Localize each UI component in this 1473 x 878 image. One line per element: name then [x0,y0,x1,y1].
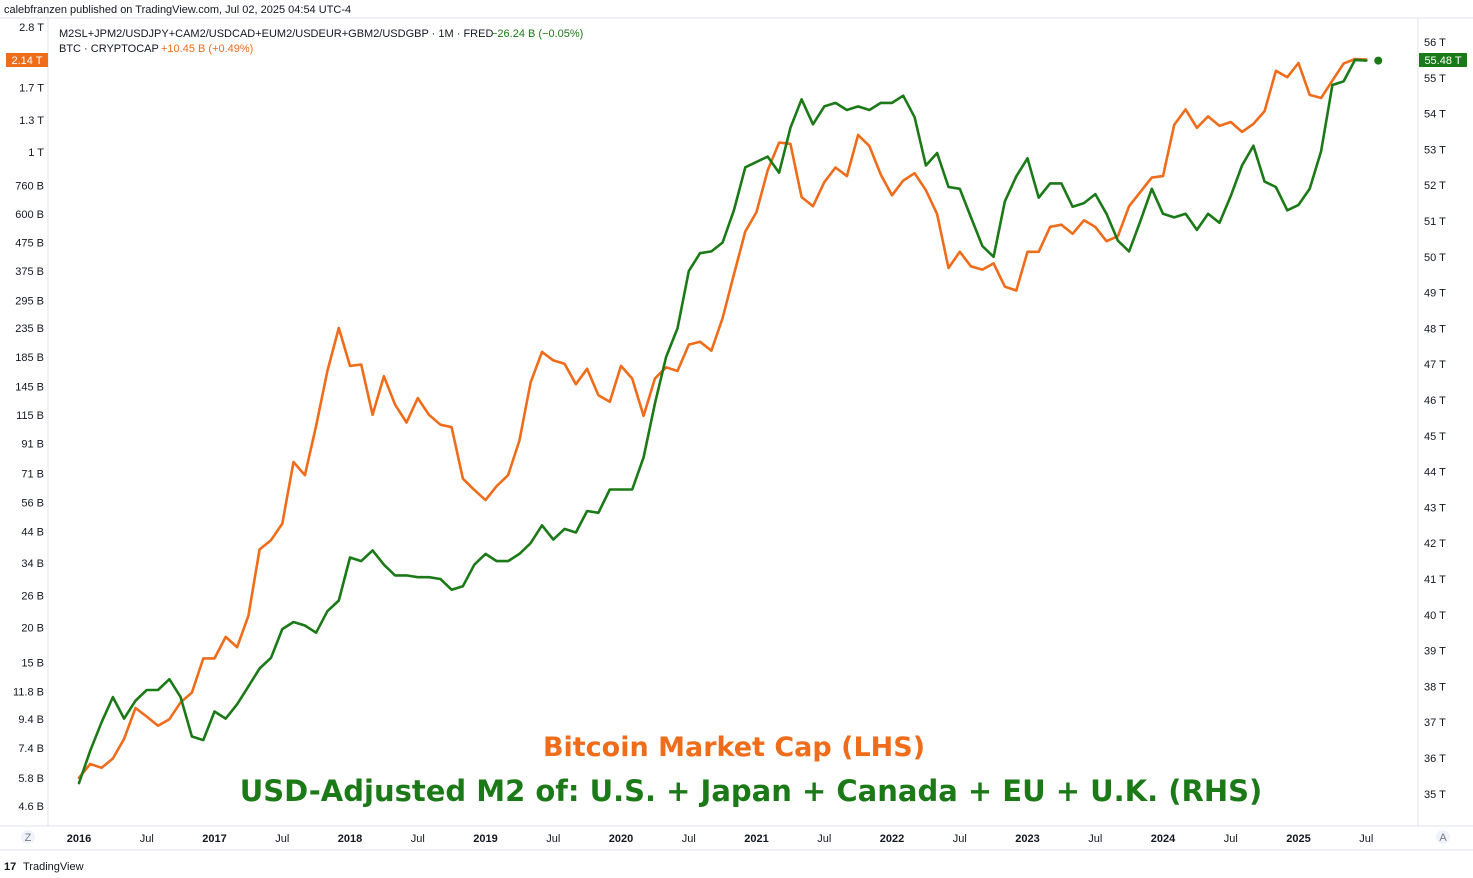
publish-line: calebfranzen published on TradingView.co… [4,4,351,16]
time-tick-label: Jul [275,833,289,845]
left-tick-label: 475 B [15,237,44,249]
right-tick-label: 56 T [1424,37,1446,49]
left-tick-label: 145 B [15,382,44,394]
auto-scale-button-label[interactable]: A [1439,832,1447,844]
btc-last-value-label: 2.14 T [12,55,43,67]
right-tick-label: 47 T [1424,359,1446,371]
time-tick-label: 2020 [609,833,633,845]
right-tick-label: 50 T [1424,252,1446,264]
right-tick-label: 40 T [1424,610,1446,622]
right-tick-label: 49 T [1424,288,1446,300]
right-tick-label: 39 T [1424,646,1446,658]
time-tick-label: Jul [817,833,831,845]
time-tick-label: Jul [546,833,560,845]
m2-series-line [77,58,1368,785]
time-tick-label: 2024 [1151,833,1176,845]
left-tick-label: 7.4 B [18,743,44,755]
m2-last-value-badge [1419,53,1467,67]
z-button[interactable] [21,830,35,844]
right-tick-label: 52 T [1424,180,1446,192]
time-tick-label: 2021 [744,833,768,845]
m2-last-point-marker [1374,56,1383,65]
left-tick-label: 600 B [15,209,44,221]
right-tick-label: 54 T [1424,109,1446,121]
left-tick-label: 1.3 T [19,115,44,127]
right-tick-label: 45 T [1424,431,1446,443]
time-tick-label: Jul [411,833,425,845]
left-tick-label: 295 B [15,295,44,307]
left-tick-label: 1.7 T [19,83,44,95]
time-tick-label: Jul [953,833,967,845]
left-tick-label: 235 B [15,323,44,335]
left-tick-label: 4.6 B [18,801,44,813]
right-tick-label: 53 T [1424,144,1446,156]
left-tick-label: 20 B [21,622,44,634]
right-tick-label: 38 T [1424,681,1446,693]
right-axis: 56 T 55 T 54 T 53 T 52 T 51 T 50 T 49 T 48 T 47 T… [1424,37,1446,801]
time-tick-label: Jul [1224,833,1238,845]
btc-legend-change: +10.45 B (+0.49%) [161,43,253,55]
overlay-btc-caption: Bitcoin Market Cap (LHS) [543,732,925,763]
time-tick-label: Jul [682,833,696,845]
right-tick-label: 55 T [1424,73,1446,85]
left-tick-label: 760 B [15,180,44,192]
m2-legend-symbol[interactable]: M2SL+JPM2/USDJPY+CAM2/USDCAD+EUM2/USDEUR… [59,28,493,40]
m2-legend-change: −26.24 B (−0.05%) [491,28,583,40]
left-tick-label: 5.8 B [18,773,44,785]
time-tick-label: Jul [1088,833,1102,845]
z-button-label[interactable]: Z [25,832,32,844]
right-tick-label: 42 T [1424,538,1446,550]
m2-last-value-label: 55.48 T [1424,55,1461,67]
left-tick-label: 1 T [28,147,44,159]
left-tick-label: 375 B [15,266,44,278]
right-tick-label: 43 T [1424,502,1446,514]
time-tick-label: Jul [1359,833,1373,845]
left-tick-label: 26 B [21,591,44,603]
left-tick-label: 15 B [21,657,44,669]
left-tick-label: 71 B [21,468,44,480]
time-tick-label: 2018 [338,833,362,845]
right-tick-label: 35 T [1424,789,1446,801]
right-tick-label: 44 T [1424,467,1446,479]
overlay-m2-caption: USD-Adjusted M2 of: U.S. + Japan + Canad… [240,774,1263,808]
tradingview-logo-text: TradingView [23,861,84,873]
time-tick-label: 2019 [473,833,497,845]
time-tick-label: 2023 [1015,833,1039,845]
left-tick-label: 11.8 B [13,687,44,699]
time-tick-label: 2025 [1286,833,1310,845]
right-tick-label: 48 T [1424,323,1446,335]
tradingview-logo-icon: 17 [4,861,16,873]
time-tick-label: 2017 [202,833,226,845]
auto-scale-button[interactable] [1436,830,1450,844]
left-tick-label: 91 B [21,438,44,450]
right-tick-label: 41 T [1424,574,1446,586]
time-axis: 2016 Jul 2017 Jul 2018 Jul 2019 Jul 2020 Jul 2021 J… [67,833,1374,845]
right-tick-label: 37 T [1424,717,1446,729]
btc-last-value-badge [6,53,48,67]
right-tick-label: 51 T [1424,216,1446,228]
right-tick-label: 46 T [1424,395,1446,407]
left-tick-label: 185 B [15,352,44,364]
left-tick-label: 44 B [21,527,44,539]
time-tick-label: 2022 [880,833,904,845]
left-tick-label: 34 B [21,558,44,570]
time-tick-label: Jul [140,833,154,845]
btc-legend-symbol[interactable]: BTC · CRYPTOCAP [59,43,159,55]
left-tick-label: 9.4 B [18,714,44,726]
btc-series-line [77,57,1368,780]
right-tick-label: 36 T [1424,753,1446,765]
left-tick-label: 115 B [16,410,44,422]
left-axis: 2.8 T 1.7 T 1.3 T 1 T 760 B 600 B 475 B 375 B 29… [13,22,44,813]
time-tick-label: 2016 [67,833,91,845]
plot-area [77,56,1383,785]
left-tick-label: 56 B [21,497,44,509]
left-tick-label: 2.8 T [19,22,44,34]
